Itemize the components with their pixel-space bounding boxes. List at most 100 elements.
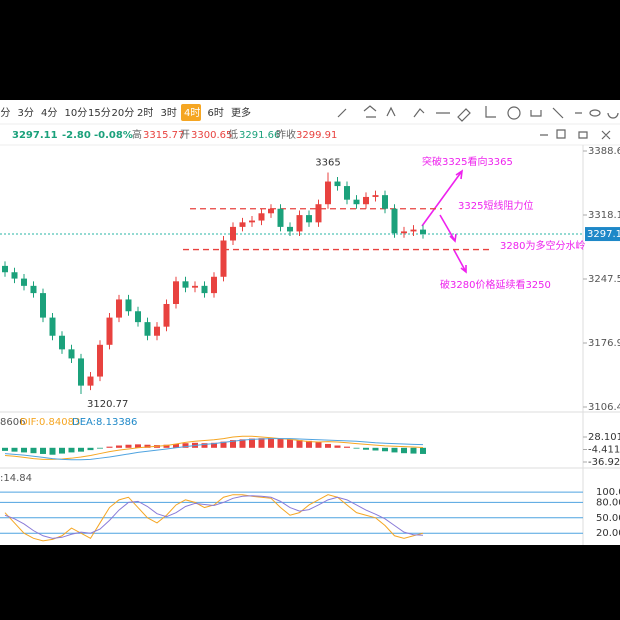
candle-body	[78, 358, 84, 386]
quote-value: 3300.65	[191, 130, 232, 141]
active-interval	[181, 104, 201, 121]
quote-label: 高	[132, 128, 142, 141]
candle-body	[2, 265, 8, 273]
macd-bar	[201, 443, 208, 448]
candle-body	[106, 317, 113, 345]
macd-bar	[40, 447, 46, 454]
macd-bar	[296, 440, 303, 448]
tool-icons[interactable]	[337, 105, 619, 140]
macd-bar	[21, 447, 27, 453]
candle-body	[135, 311, 141, 323]
candle-body	[154, 326, 160, 336]
indicator-label: :14.84	[0, 473, 32, 484]
macd-bar	[401, 447, 407, 454]
macd-bar	[173, 443, 179, 448]
candle-body	[230, 226, 236, 241]
indicator-label: DEA:8.13386	[72, 417, 137, 428]
last-price-box	[585, 227, 620, 242]
change-pct: -0.08%	[94, 130, 133, 141]
macd-bar	[220, 441, 227, 448]
macd-bar	[49, 447, 56, 455]
macd-bar	[334, 445, 341, 448]
quote-value: 3315.77	[143, 130, 184, 141]
candle-body	[315, 204, 322, 223]
candle-body	[182, 281, 189, 288]
interval[interactable]: 3时	[161, 107, 177, 119]
candle-body	[192, 285, 198, 288]
candle-body	[410, 229, 417, 232]
quote-label: 昨收	[276, 128, 296, 141]
candle-body	[287, 226, 293, 232]
macd-bar	[315, 442, 322, 448]
interval[interactable]: 10分	[65, 107, 88, 119]
candle-body	[382, 195, 388, 209]
macd-bar	[344, 446, 350, 448]
candle-body	[68, 349, 75, 359]
candle-body	[220, 240, 227, 277]
macd-bar	[78, 447, 84, 452]
y-tick-label: -36.92352	[588, 457, 620, 468]
candle-body	[353, 199, 360, 205]
macd-bar	[182, 443, 189, 448]
quote-value: 3299.91	[296, 130, 337, 141]
interval[interactable]: 4时	[184, 107, 200, 119]
candle-body	[277, 208, 284, 227]
candle-body	[420, 229, 426, 235]
macd-bar	[87, 447, 94, 451]
macd-bar	[410, 447, 417, 454]
candle-body	[325, 181, 331, 205]
interval[interactable]: 3分	[18, 107, 34, 119]
annotation: 突破3325看向3365	[422, 155, 513, 168]
macd-bar	[382, 447, 388, 452]
interval[interactable]: 2时	[137, 107, 153, 119]
candle-body	[363, 196, 369, 205]
macd-bar	[97, 447, 103, 449]
arrows	[421, 169, 467, 274]
interval[interactable]: 15分	[88, 107, 111, 119]
interval[interactable]: 2分	[0, 107, 10, 119]
macd-bar	[363, 447, 369, 450]
macd-bar	[106, 446, 113, 448]
quote-value: 3291.66	[239, 130, 280, 141]
indicator-line	[4, 435, 424, 460]
candle-body	[49, 317, 56, 336]
high-label: 3365	[315, 157, 340, 168]
macd-bar	[211, 442, 217, 448]
indicator-label: 8606	[0, 417, 25, 428]
interval[interactable]: 4分	[41, 107, 57, 119]
macd-bar	[249, 438, 255, 448]
macd-bar	[287, 439, 293, 448]
candle-body	[344, 186, 350, 200]
macd-bar	[258, 438, 265, 448]
quote-label: 开	[180, 130, 190, 141]
macd-bar	[239, 439, 246, 448]
macd-bar	[420, 447, 426, 454]
y-tick-label: 80.00	[596, 497, 620, 508]
last-price-label: 3297.11	[587, 229, 620, 240]
candle-body	[40, 293, 46, 318]
candle-body	[97, 344, 103, 377]
macd-bar	[268, 437, 274, 448]
y-tick-label: 3247.55	[588, 274, 620, 285]
candle-body	[268, 208, 274, 214]
last-price: 3297.11	[12, 130, 58, 141]
candle-body	[201, 285, 208, 294]
interval[interactable]: 更多	[231, 106, 251, 119]
change: -2.80	[62, 130, 91, 141]
candle-body	[116, 299, 122, 318]
candle-body	[125, 299, 132, 312]
macd-bar	[353, 447, 360, 449]
macd-bar	[30, 447, 37, 454]
macd-bar	[2, 447, 8, 451]
interval[interactable]: 20分	[112, 107, 135, 119]
candle-body	[211, 276, 217, 294]
candle-body	[11, 272, 18, 279]
candle-body	[173, 281, 179, 304]
indicator-label: DIF:0.84083	[20, 417, 80, 428]
macd-bar	[144, 444, 151, 448]
macd-bar	[116, 445, 122, 448]
quote-label: 低	[228, 128, 238, 141]
interval[interactable]: 6时	[208, 107, 224, 119]
candle-body	[334, 181, 341, 187]
